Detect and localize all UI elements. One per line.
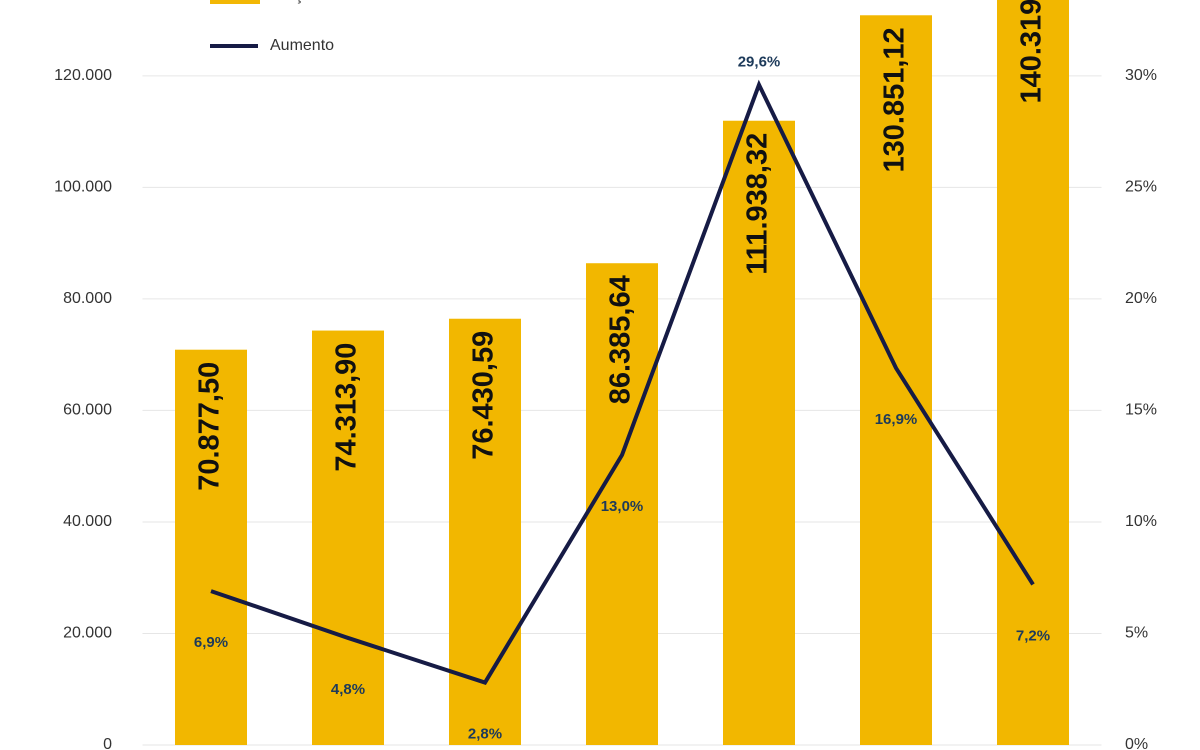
legend-label: Preço Médio xyxy=(270,0,360,4)
line-value-label: 7,2% xyxy=(1016,627,1050,644)
legend-label: Aumento xyxy=(270,37,334,54)
y-tick-label: 60.000 xyxy=(63,402,112,419)
y2-tick-label: 20% xyxy=(1125,290,1157,307)
bar xyxy=(997,0,1069,745)
line-value-label: 2,8% xyxy=(468,726,502,743)
bar-value-label: 70.877,50 xyxy=(194,362,226,491)
bar xyxy=(312,330,384,745)
legend-swatch xyxy=(210,0,260,4)
y-tick-label: 40.000 xyxy=(63,513,112,530)
line xyxy=(210,79,1035,685)
line-value-label: 13,0% xyxy=(601,498,644,515)
y-tick-label: 120.000 xyxy=(54,67,112,84)
line-value-label: 4,8% xyxy=(331,681,365,698)
bar xyxy=(175,349,247,745)
y2-tick-label: 10% xyxy=(1125,513,1157,530)
bar xyxy=(860,15,932,745)
bar xyxy=(723,120,795,746)
bar-value-label: 86.385,64 xyxy=(605,275,637,404)
y2-tick-label: 15% xyxy=(1125,402,1157,419)
y-tick-label: 20.000 xyxy=(63,625,112,642)
bar-value-label: 130.851,12 xyxy=(879,27,911,172)
bar-value-label: 111.938,32 xyxy=(742,133,774,275)
y-tick-label: 100.000 xyxy=(54,179,112,196)
line-value-label: 29,6% xyxy=(738,54,781,71)
y2-tick-label: 5% xyxy=(1125,625,1148,642)
bar-value-label: 140.319,7 xyxy=(1016,0,1048,104)
line-value-label: 16,9% xyxy=(875,411,918,428)
bar-value-label: 76.430,59 xyxy=(468,331,500,460)
bar xyxy=(586,263,658,745)
y2-tick-label: 25% xyxy=(1125,179,1157,196)
y-tick-label: 0 xyxy=(103,736,112,750)
y2-tick-label: 30% xyxy=(1125,67,1157,84)
y2-tick-label: 0% xyxy=(1125,736,1148,750)
bar-value-label: 74.313,90 xyxy=(331,343,363,472)
line-value-label: 6,9% xyxy=(194,634,228,651)
y-tick-label: 80.000 xyxy=(63,290,112,307)
